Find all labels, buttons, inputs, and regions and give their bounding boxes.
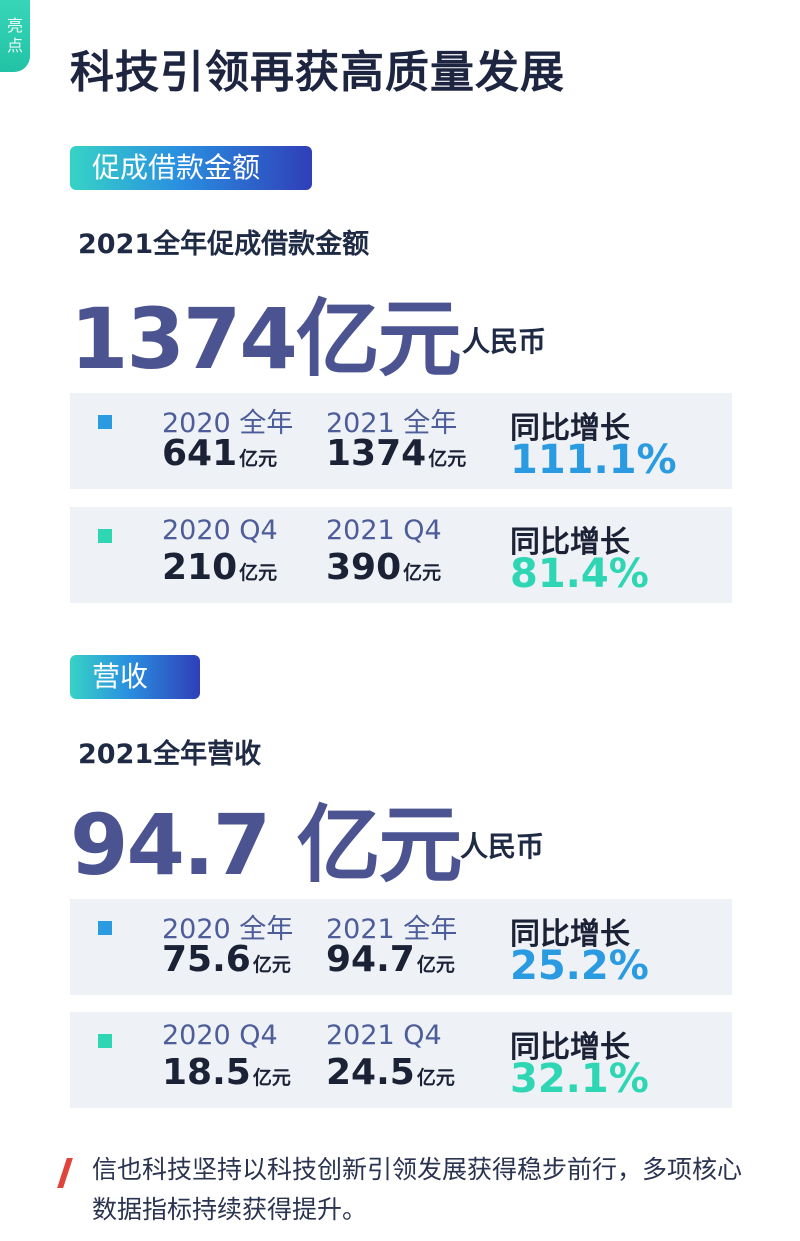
corner-tag-char: 点 — [6, 36, 23, 55]
period-label: 2021 Q4 — [326, 1020, 442, 1051]
growth-label: 同比增长 — [510, 917, 630, 952]
section-label-loan: 2021全年促成借款金额 — [78, 229, 370, 260]
growth-value: 25.2% — [510, 943, 649, 989]
period-value: 1374 亿元 — [326, 433, 467, 474]
stat-card: 2020 全年 75.6 亿元 2021 全年 94.7 亿元 同比增长 25.2% — [70, 899, 732, 995]
period-label: 2021 全年 — [326, 408, 458, 439]
currency-label: 人民币 — [462, 325, 547, 358]
period-label: 2020 全年 — [162, 914, 294, 945]
period-label: 2020 全年 — [162, 408, 294, 439]
period-label: 2020 Q4 — [162, 515, 278, 546]
square-bullet-icon — [98, 415, 112, 429]
square-bullet-icon — [98, 529, 112, 543]
square-bullet-icon — [98, 921, 112, 935]
period-value: 94.7 亿元 — [326, 939, 455, 980]
footer-text: 信也科技坚持以科技创新引领发展获得稳步前行，多项核心数据指标持续获得提升。 — [92, 1155, 743, 1224]
currency-label: 人民币 — [460, 830, 545, 863]
growth-label: 同比增长 — [510, 525, 630, 560]
corner-tag-char: 亮 — [6, 16, 23, 35]
period-value: 18.5 亿元 — [162, 1052, 291, 1093]
big-figure-revenue: 94.7 亿元 — [70, 796, 462, 894]
period-label: 2021 Q4 — [326, 515, 442, 546]
corner-tag: 亮 点 — [0, 0, 30, 72]
footer-accent-mark — [57, 1158, 73, 1188]
growth-label: 同比增长 — [510, 411, 630, 446]
period-label: 2021 全年 — [326, 914, 458, 945]
section-label-revenue: 2021全年营收 — [78, 739, 262, 770]
period-value: 390 亿元 — [326, 547, 442, 588]
section-pill-loan: 促成借款金额 — [70, 146, 312, 190]
section-pill-revenue: 营收 — [70, 655, 200, 699]
square-bullet-icon — [98, 1034, 112, 1048]
period-value: 210 亿元 — [162, 547, 278, 588]
period-label: 2020 Q4 — [162, 1020, 278, 1051]
big-figure-loan: 1374亿元 — [70, 290, 462, 388]
stat-card: 2020 Q4 18.5 亿元 2021 Q4 24.5 亿元 同比增长 32.1% — [70, 1012, 732, 1108]
page-title: 科技引领再获高质量发展 — [70, 47, 565, 98]
growth-value: 32.1% — [510, 1056, 649, 1102]
period-value: 641 亿元 — [162, 433, 278, 474]
growth-label: 同比增长 — [510, 1030, 630, 1065]
period-value: 24.5 亿元 — [326, 1052, 455, 1093]
stat-card: 2020 Q4 210 亿元 2021 Q4 390 亿元 同比增长 81.4% — [70, 507, 732, 603]
growth-value: 111.1% — [510, 437, 677, 483]
growth-value: 81.4% — [510, 551, 649, 597]
stat-card: 2020 全年 641 亿元 2021 全年 1374 亿元 同比增长 111.1% — [70, 393, 732, 489]
period-value: 75.6 亿元 — [162, 939, 291, 980]
